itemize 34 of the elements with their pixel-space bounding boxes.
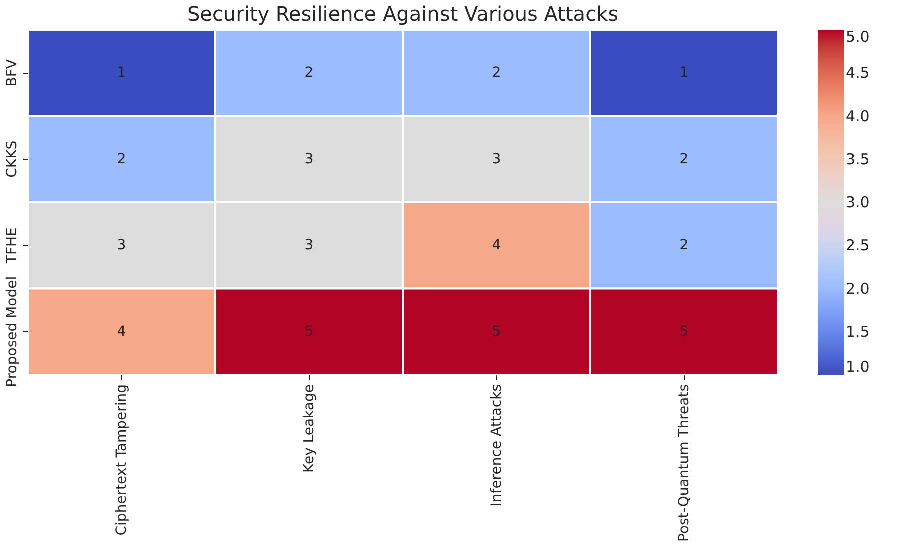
color-bar-label: 4.5 (846, 64, 870, 82)
y-tick-label: Proposed Model (4, 276, 20, 388)
x-tick-label: Ciphertext Tampering (114, 384, 130, 536)
color-bar-label: 5.0 (846, 28, 870, 46)
data-label: 5 (492, 324, 502, 340)
data-label: 2 (492, 65, 502, 82)
y-tick-label: BFV (4, 59, 20, 87)
chart-title: Security Resilience Against Various Attacks (187, 2, 619, 26)
x-tick-label: Post-Quantum Threats (676, 384, 692, 542)
data-label: 5 (680, 324, 689, 340)
color-bar-label: 3.5 (846, 150, 870, 168)
data-label: 2 (680, 151, 689, 168)
color-bar-label: 2.5 (846, 236, 870, 255)
data-label: 3 (304, 238, 314, 254)
x-tick-label: Key Leakage (301, 384, 318, 474)
data-label: 4 (117, 324, 126, 340)
y-tick-label: TFHE (4, 228, 20, 265)
color-bar-label: 2.0 (846, 280, 870, 298)
data-label: 3 (492, 151, 502, 168)
color-bar-label: 1.0 (846, 358, 870, 376)
data-label: 5 (304, 324, 314, 340)
data-label: 3 (304, 151, 314, 168)
data-label: 4 (492, 238, 502, 254)
data-label: 3 (117, 238, 126, 254)
data-label: 2 (117, 151, 126, 168)
data-label: 1 (117, 65, 126, 82)
data-label: 2 (680, 238, 689, 254)
color-bar-label: 4.0 (846, 107, 870, 126)
color-bar-label: 3.0 (846, 194, 870, 212)
x-tick-label: Inference Attacks (488, 384, 505, 507)
y-tick-label: CKKS (4, 140, 20, 178)
color-bar-label: 1.5 (846, 322, 870, 341)
data-label: 1 (680, 65, 689, 82)
data-label: 2 (304, 65, 314, 82)
